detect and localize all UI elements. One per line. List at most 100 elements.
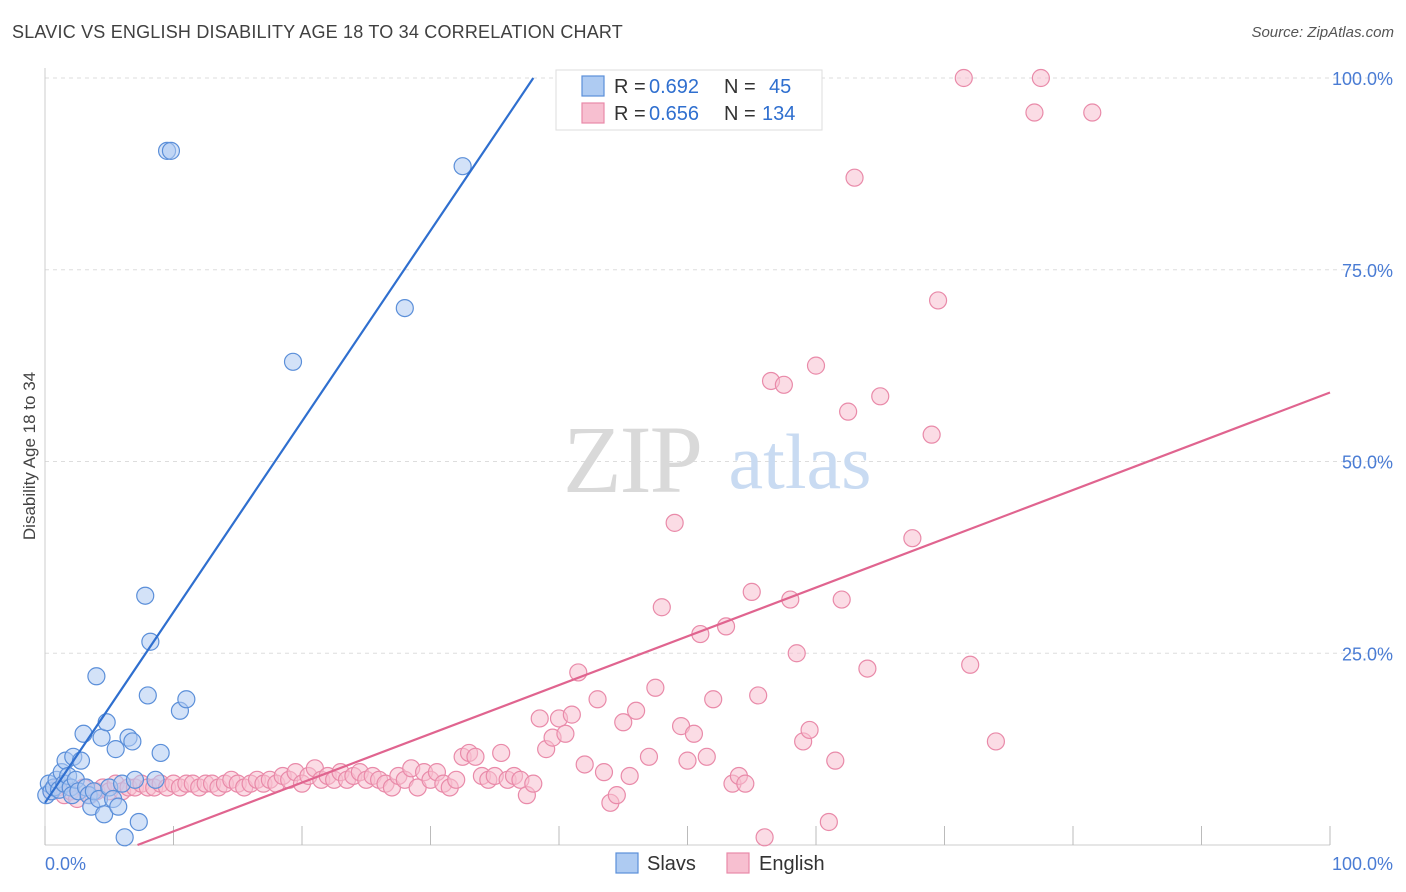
slavs-point-34 — [125, 770, 145, 789]
slavs-point-38 — [141, 632, 160, 651]
tick-labels: 100.0% 75.0% 50.0% 25.0% 0.0% 100.0% — [45, 69, 1393, 874]
y-tick-label-0: 100.0% — [1332, 69, 1393, 89]
slavs-point-21 — [87, 667, 106, 686]
axes — [44, 68, 1331, 846]
slavs-point-16 — [74, 724, 93, 743]
english-point-111 — [787, 644, 806, 663]
english-trend-line — [137, 391, 1331, 847]
slavs-point-37 — [138, 686, 157, 705]
slavs-legend-box — [615, 852, 639, 874]
english-point-129 — [1031, 68, 1050, 88]
slavs-point-36 — [136, 586, 155, 605]
english-point-91 — [639, 747, 659, 766]
english-point-126 — [961, 655, 980, 674]
english-point-117 — [832, 590, 851, 609]
english-point-93 — [652, 598, 671, 617]
english-point-100 — [704, 690, 723, 709]
english-point-125 — [954, 68, 973, 88]
english-point-106 — [749, 686, 768, 705]
slavs-point-47 — [453, 157, 472, 176]
english-point-70 — [492, 743, 511, 763]
english-point-115 — [819, 812, 838, 832]
english-legend-box — [726, 852, 750, 874]
english-point-99 — [697, 747, 716, 766]
english-r-value: 0.656 — [649, 103, 699, 125]
english-point-127 — [986, 732, 1006, 751]
english-point-63 — [447, 770, 466, 789]
english-point-81 — [562, 705, 581, 724]
slavs-point-23 — [92, 728, 111, 747]
gridlines — [45, 77, 1392, 654]
english-n-value: 134 — [762, 103, 795, 125]
slavs-point-35 — [129, 812, 148, 832]
english-point-94 — [665, 513, 684, 532]
english-point-104 — [736, 774, 755, 793]
english-point-105 — [742, 582, 761, 601]
english-point-119 — [845, 168, 864, 187]
slavs-point-31 — [115, 828, 134, 847]
slavs-trend-line — [44, 77, 535, 804]
y-tick-label-1: 75.0% — [1342, 261, 1393, 281]
english-n-label: N = — [724, 103, 756, 125]
english-series — [42, 68, 1102, 847]
slavs-point-24 — [95, 805, 114, 824]
slavs-point-39 — [146, 770, 165, 789]
watermark: ZIP atlas — [563, 406, 871, 513]
english-point-96 — [678, 751, 697, 770]
english-point-89 — [620, 766, 639, 786]
english-point-88 — [614, 713, 633, 732]
y-tick-label-2: 50.0% — [1342, 453, 1393, 473]
slavs-legend-swatch — [581, 75, 605, 97]
english-point-92 — [646, 678, 665, 697]
english-point-128 — [1025, 103, 1044, 122]
slavs-legend-label: Slavs — [647, 853, 696, 875]
y-tick-label-3: 25.0% — [1342, 644, 1393, 664]
slavs-point-25 — [97, 713, 116, 732]
slavs-point-40 — [151, 743, 170, 763]
x-tick-label-1: 100.0% — [1332, 854, 1393, 874]
english-point-85 — [594, 763, 614, 782]
slavs-r-label: R = — [614, 76, 646, 98]
english-point-114 — [806, 356, 826, 375]
chart-title: SLAVIC VS ENGLISH DISABILITY AGE 18 TO 3… — [12, 22, 624, 42]
slavs-n-label: N = — [724, 76, 756, 98]
slavs-point-15 — [71, 751, 91, 770]
slavs-point-46 — [395, 299, 414, 318]
watermark-zip: ZIP — [563, 406, 701, 513]
english-point-75 — [524, 774, 543, 793]
english-point-121 — [871, 387, 890, 406]
source-text: Source: ZipAtlas.com — [1251, 24, 1394, 41]
english-point-109 — [774, 375, 793, 394]
english-point-76 — [530, 709, 549, 728]
english-point-84 — [588, 690, 607, 709]
trend-lines — [44, 77, 1331, 847]
english-point-87 — [607, 786, 626, 805]
english-point-120 — [858, 659, 877, 678]
slavs-n-value: 45 — [769, 76, 791, 98]
slavs-point-44 — [177, 690, 196, 709]
english-point-107 — [755, 828, 774, 847]
english-point-66 — [466, 747, 485, 766]
english-r-label: R = — [614, 103, 646, 125]
english-point-97 — [684, 724, 704, 743]
english-point-83 — [575, 755, 594, 774]
english-point-90 — [626, 701, 646, 720]
slavs-r-value: 0.692 — [649, 76, 699, 98]
english-point-130 — [1083, 103, 1102, 122]
english-point-113 — [800, 720, 819, 740]
series-legend: Slavs English — [615, 852, 825, 875]
english-point-123 — [922, 425, 941, 444]
slavs-point-33 — [123, 732, 142, 751]
english-point-80 — [556, 724, 575, 743]
watermark-atlas: atlas — [729, 418, 872, 505]
x-tick-label-0: 0.0% — [45, 854, 86, 874]
slavs-point-42 — [161, 141, 181, 160]
slavs-series — [37, 141, 472, 847]
slavs-point-45 — [283, 352, 303, 371]
english-legend-label: English — [759, 853, 825, 875]
english-legend-swatch — [581, 102, 605, 124]
english-point-118 — [839, 402, 858, 421]
english-point-122 — [903, 529, 922, 548]
english-point-116 — [826, 751, 845, 770]
